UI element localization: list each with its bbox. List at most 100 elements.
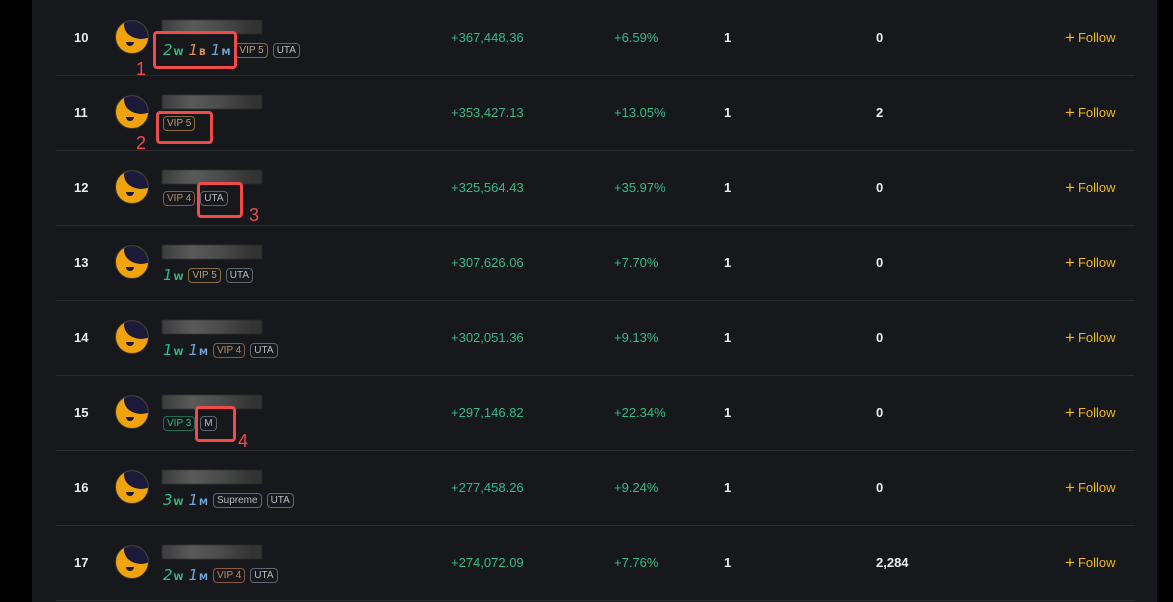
tier-badge: M <box>200 416 217 431</box>
stat-value: 1 <box>724 30 732 45</box>
annotation-box-4 <box>195 406 236 442</box>
table-row: 11 VIP 5 +353,427.13 +13.05% 1 2 + Follow <box>56 75 1135 151</box>
tier-badge: VIP 4 <box>213 342 246 358</box>
followers-value: 0 <box>876 330 884 345</box>
pnl-value: +353,427.13 <box>451 105 524 120</box>
stat-value: 1 <box>724 180 732 195</box>
trader-tags: 3W 1M Supreme UTA <box>163 491 294 509</box>
followers-value: 2 <box>876 105 884 120</box>
tier-badge: UTA <box>250 342 278 358</box>
roi-value: +13.05% <box>614 105 666 120</box>
roi-value: +9.24% <box>614 480 659 495</box>
avatar[interactable] <box>115 20 149 54</box>
trader-name-blurred[interactable] <box>162 320 262 334</box>
follow-label: Follow <box>1077 480 1116 495</box>
trader-name-blurred[interactable] <box>162 170 262 184</box>
rank: 12 <box>74 180 89 195</box>
stat-value: 1 <box>724 255 732 270</box>
pnl-value: +297,146.82 <box>451 405 524 420</box>
tier-badge: VIP 4 <box>213 567 246 583</box>
roi-value: +22.34% <box>614 405 666 420</box>
achievement-badge: 1M <box>188 491 208 509</box>
achievement-count: 1 <box>210 41 221 59</box>
roi-value: +6.59% <box>614 30 659 45</box>
achievement-count: 1 <box>188 41 199 59</box>
trader-tags: 2W 1B 1M VIP 5 UTA <box>163 41 300 59</box>
avatar[interactable] <box>115 545 149 579</box>
follow-label: Follow <box>1077 405 1116 420</box>
achievement-unit: W <box>173 498 184 508</box>
annotation-box-2 <box>156 111 213 144</box>
trader-tags: 1W VIP 5 UTA <box>163 266 254 284</box>
trader-name-blurred[interactable] <box>162 20 262 34</box>
rank: 14 <box>74 330 89 345</box>
annotation-number-1: 1 <box>136 59 147 79</box>
plus-icon: + <box>1065 178 1075 197</box>
achievement-badge: 1W <box>163 266 183 284</box>
trader-name-blurred[interactable] <box>162 95 262 109</box>
pnl-value: +277,458.26 <box>451 480 524 495</box>
follow-button[interactable]: + Follow <box>1065 328 1116 348</box>
avatar[interactable] <box>115 470 149 504</box>
trader-tags: VIP 5 <box>163 116 196 131</box>
pnl-value: +307,626.06 <box>451 255 524 270</box>
rank: 13 <box>74 255 89 270</box>
plus-icon: + <box>1065 553 1075 572</box>
trader-tags: VIP 4 UTA <box>163 191 228 206</box>
achievement-unit: W <box>173 573 184 583</box>
plus-icon: + <box>1065 328 1075 347</box>
achievement-unit: M <box>221 48 231 58</box>
pnl-value: +302,051.36 <box>451 330 524 345</box>
stat-value: 1 <box>724 105 732 120</box>
plus-icon: + <box>1065 478 1075 497</box>
trader-name-blurred[interactable] <box>162 545 262 559</box>
avatar[interactable] <box>115 95 149 129</box>
followers-value: 0 <box>876 30 884 45</box>
plus-icon: + <box>1065 403 1075 422</box>
achievement-count: 3 <box>163 491 173 509</box>
rank: 11 <box>74 105 88 120</box>
rank: 17 <box>74 555 89 570</box>
follow-button[interactable]: + Follow <box>1065 253 1116 273</box>
table-row: 15 VIP 3 M +297,146.82 +22.34% 1 0 + Follo… <box>56 375 1135 451</box>
achievement-count: 2 <box>163 41 173 59</box>
avatar[interactable] <box>115 395 149 429</box>
avatar[interactable] <box>115 245 149 279</box>
achievement-unit: W <box>173 348 184 358</box>
followers-value: 0 <box>876 180 884 195</box>
plus-icon: + <box>1065 103 1075 122</box>
achievement-badge: 1M <box>188 341 208 359</box>
stat-value: 1 <box>724 330 732 345</box>
avatar[interactable] <box>115 320 149 354</box>
plus-icon: + <box>1065 28 1075 47</box>
achievement-badge: 1M <box>188 566 208 584</box>
trader-tags: 2W 1M VIP 4 UTA <box>163 566 278 584</box>
tier-badge: UTA <box>200 191 228 206</box>
followers-value: 0 <box>876 255 884 270</box>
tier-badge: UTA <box>272 42 300 58</box>
avatar[interactable] <box>115 170 149 204</box>
pnl-value: +367,448.36 <box>451 30 524 45</box>
roi-value: +9.13% <box>614 330 659 345</box>
leaderboard-panel: 10 2W 1B 1M VIP 5 UTA +367,448.36 +6.59% 1 0… <box>32 0 1157 602</box>
table-row: 17 2W 1M VIP 4 UTA +274,072.09 +7.76% 1 2,2… <box>56 525 1135 601</box>
table-row: 16 3W 1M Supreme UTA +277,458.26 +9.24% 1 0… <box>56 450 1135 526</box>
pnl-value: +325,564.43 <box>451 180 524 195</box>
follow-button[interactable]: + Follow <box>1065 178 1116 198</box>
stat-value: 1 <box>724 480 732 495</box>
trader-name-blurred[interactable] <box>162 245 262 259</box>
follow-label: Follow <box>1077 105 1116 120</box>
tier-badge: VIP 5 <box>235 42 268 58</box>
trader-name-blurred[interactable] <box>162 470 262 484</box>
achievement-count: 1 <box>163 341 173 359</box>
tier-badge: Supreme <box>213 492 262 508</box>
follow-label: Follow <box>1077 30 1116 45</box>
follow-button[interactable]: + Follow <box>1065 103 1116 123</box>
follow-button[interactable]: + Follow <box>1065 403 1116 423</box>
trader-name-blurred[interactable] <box>162 395 262 409</box>
follow-button[interactable]: + Follow <box>1065 553 1116 573</box>
follow-button[interactable]: + Follow <box>1065 478 1116 498</box>
trader-tags: VIP 3 M <box>163 416 217 431</box>
achievement-unit: M <box>199 573 208 583</box>
follow-button[interactable]: + Follow <box>1065 28 1116 48</box>
